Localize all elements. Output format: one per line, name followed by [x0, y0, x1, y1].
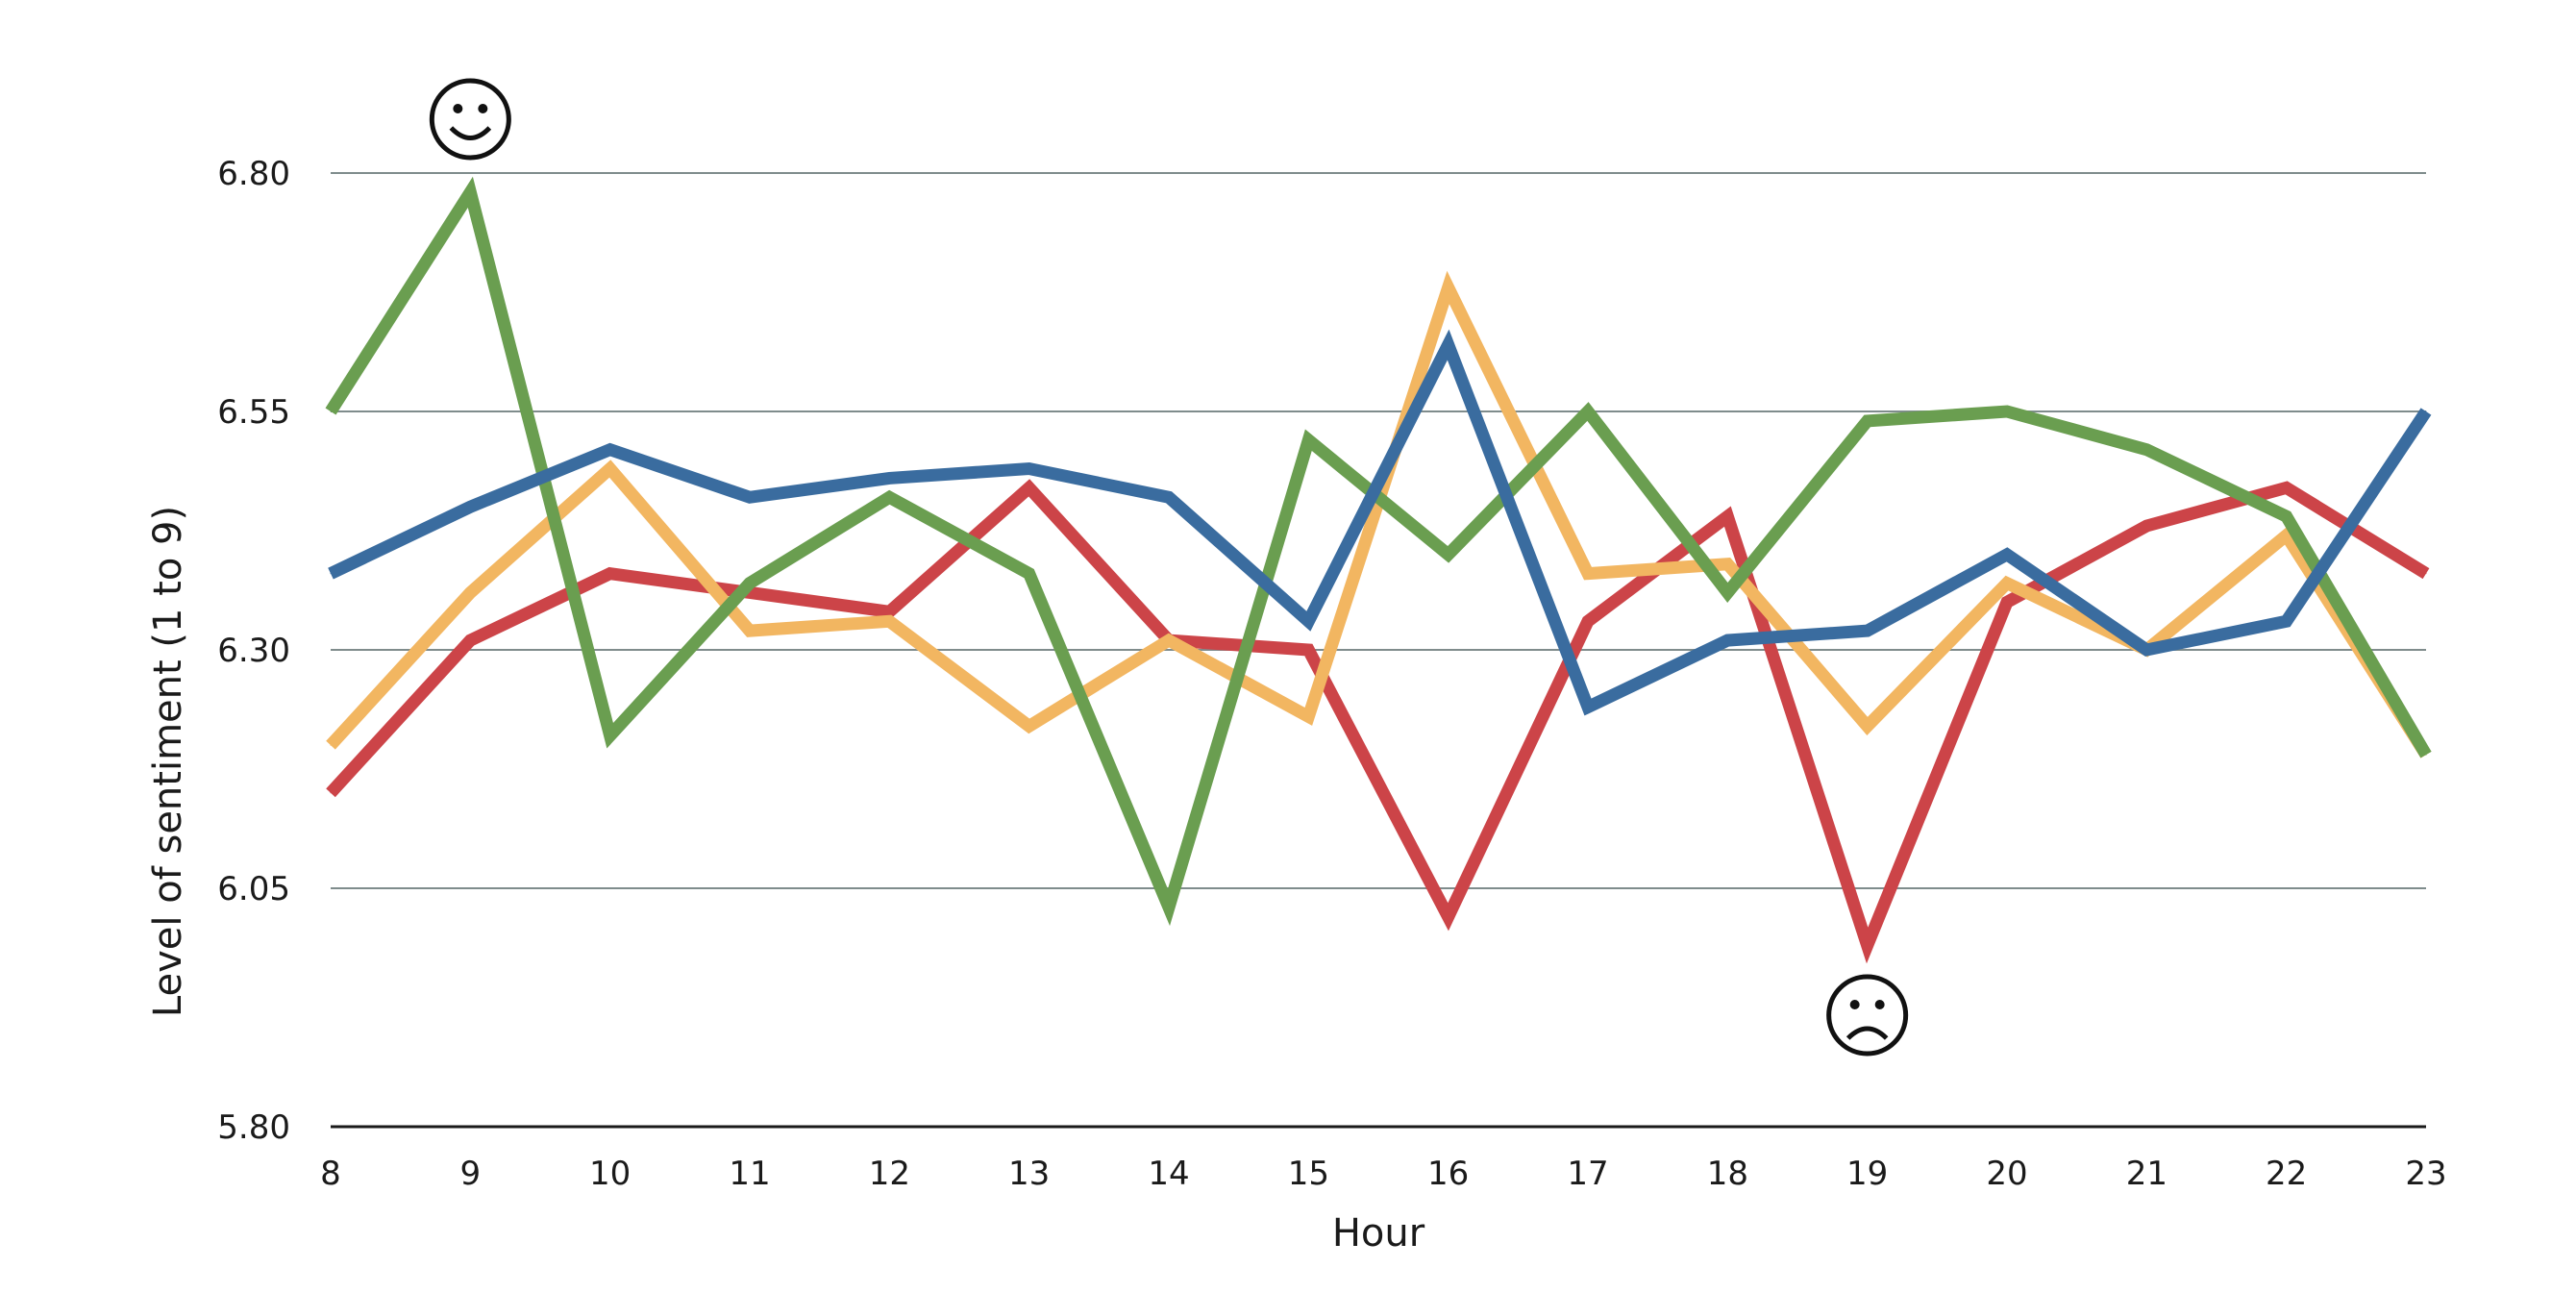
series-4-point: [888, 477, 890, 479]
series-2-point: [1448, 286, 1449, 288]
series-2-point: [1867, 725, 1869, 727]
series-3-point: [1867, 420, 1869, 422]
x-tick-label: 10: [589, 1155, 631, 1193]
x-tick-label: 18: [1707, 1155, 1748, 1193]
y-axis-label: Level of sentiment (1 to 9): [146, 506, 190, 1017]
x-tick-label: 14: [1148, 1155, 1189, 1193]
x-tick-label: 17: [1567, 1155, 1608, 1193]
x-tick-label: 8: [320, 1155, 341, 1193]
series-3-point: [749, 583, 751, 584]
series-2-point: [888, 620, 890, 622]
series-line-2: [326, 270, 2432, 758]
series-4-point: [1587, 707, 1589, 709]
series-2-point: [469, 591, 471, 593]
series-1-point: [888, 610, 890, 612]
x-tick-label: 13: [1008, 1155, 1050, 1193]
series-1-point: [609, 573, 611, 575]
x-tick-label: 15: [1288, 1155, 1329, 1193]
x-tick-labels: 8 9 10 11 12 13 14 15 16 17 18 19 20 21 22 23: [320, 1155, 2446, 1193]
series-4-point: [1168, 496, 1170, 498]
series-1-point: [2286, 486, 2288, 488]
series-1-point: [2145, 525, 2147, 527]
series-1-point: [1726, 515, 1728, 517]
series-3-point: [1448, 554, 1449, 556]
series-1-point: [469, 639, 471, 641]
series-4-point: [2006, 554, 2008, 556]
series-1-point: [1028, 486, 1030, 488]
annotations: [429, 78, 1909, 1057]
series-line-4: [328, 329, 2432, 716]
series-1-point: [1867, 945, 1869, 947]
series-4-point: [1448, 344, 1449, 346]
series-4-point: [469, 506, 471, 508]
series-3-point: [469, 191, 471, 193]
x-tick-label: 12: [869, 1155, 910, 1193]
series-4-point: [1726, 639, 1728, 641]
gridlines: [331, 172, 2426, 1129]
series-3-point: [1587, 410, 1589, 412]
series-2-point: [330, 744, 332, 746]
series-4-point: [2286, 620, 2288, 622]
x-tick-label: 20: [1986, 1155, 2027, 1193]
y-tick-label: 6.55: [217, 393, 290, 432]
y-tick-label: 6.80: [217, 155, 290, 193]
y-tick-label: 6.30: [217, 632, 290, 670]
x-tick-label: 19: [1846, 1155, 1888, 1193]
x-tick-label: 21: [2126, 1155, 2167, 1193]
x-tick-label: 11: [729, 1155, 770, 1193]
series-2-point: [1168, 639, 1170, 641]
x-tick-label: 16: [1427, 1155, 1469, 1193]
series-line-3: [325, 176, 2432, 927]
series-4-point: [2425, 410, 2427, 412]
y-tick-label: 6.05: [217, 870, 290, 908]
series-1-point: [330, 792, 332, 794]
series-3-point: [888, 496, 890, 498]
series-2-point: [749, 630, 751, 632]
series-3-point: [2145, 449, 2147, 451]
series-3-point: [330, 410, 332, 412]
series-1-point: [1448, 916, 1449, 918]
series-line-1: [326, 479, 2430, 964]
series-4-point: [609, 449, 611, 451]
x-axis-label: Hour: [1332, 1211, 1425, 1256]
series-2-point: [2006, 583, 2008, 584]
series-4-point: [1307, 620, 1309, 622]
series-1-point: [1307, 649, 1309, 651]
series-3-point: [2006, 410, 2008, 412]
y-tick-labels: 5.80 6.05 6.30 6.55 6.80: [217, 155, 290, 1147]
series-2-point: [609, 468, 611, 470]
series-3-point: [2425, 754, 2427, 756]
x-tick-label: 23: [2405, 1155, 2446, 1193]
series-3-point: [609, 734, 611, 736]
series-3-point: [2286, 515, 2288, 517]
series-2-point: [1726, 563, 1728, 565]
series-1-point: [2006, 601, 2008, 603]
series-2-point: [1028, 725, 1030, 727]
series-3-point: [1726, 591, 1728, 593]
y-tick-label: 5.80: [217, 1108, 290, 1147]
series-4-point: [2145, 649, 2147, 651]
frowny-face-icon: [1826, 974, 1909, 1057]
series-3-point: [1168, 907, 1170, 908]
series-4-point: [330, 573, 332, 575]
series-4-point: [1028, 468, 1030, 470]
x-tick-label: 9: [460, 1155, 482, 1193]
series-1-point: [2425, 573, 2427, 575]
series-4-point: [749, 496, 751, 498]
series-3-point: [1028, 573, 1030, 575]
series-4-point: [1867, 630, 1869, 632]
series-2-point: [1587, 573, 1589, 575]
series-3-point: [1307, 439, 1309, 441]
series-1-point: [1587, 620, 1589, 622]
x-tick-label: 22: [2266, 1155, 2307, 1193]
smiley-face-icon: [429, 78, 511, 161]
series-lines: [325, 176, 2432, 964]
series-2-point: [1307, 715, 1309, 717]
